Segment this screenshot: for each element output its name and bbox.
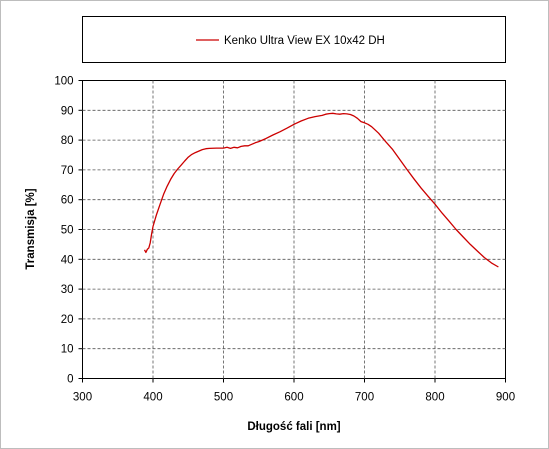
y-tick-label: 0 (67, 374, 73, 386)
x-tick-label: 500 (214, 392, 233, 404)
y-tick-label: 10 (61, 344, 74, 356)
x-tick-label: 900 (496, 392, 515, 404)
x-axis-title: Długość fali [nm] (247, 421, 340, 433)
y-tick-label: 60 (61, 195, 74, 207)
legend: Kenko Ultra View EX 10x42 DH (82, 16, 506, 63)
y-tick-label: 80 (61, 135, 74, 147)
y-tick-label: 100 (54, 76, 73, 88)
x-tick-label: 700 (355, 392, 374, 404)
x-tick-label: 400 (143, 392, 162, 404)
y-tick-label: 50 (61, 225, 74, 237)
y-tick-label: 30 (61, 284, 74, 296)
y-axis: 0 10 20 30 40 50 60 70 80 90 100 (54, 76, 83, 386)
legend-label: Kenko Ultra View EX 10x42 DH (224, 35, 385, 47)
y-tick-label: 90 (61, 105, 74, 117)
series-group (143, 112, 499, 268)
x-axis: 300 400 500 600 700 800 900 (73, 378, 515, 404)
x-tick-label: 800 (425, 392, 444, 404)
legend-box (82, 16, 506, 63)
y-axis-title: Transmisja [%] (25, 188, 37, 269)
x-tick-label: 600 (284, 392, 303, 404)
x-tick-label: 300 (73, 392, 92, 404)
y-tick-label: 40 (61, 254, 74, 266)
y-tick-label: 20 (61, 314, 74, 326)
series-line (143, 112, 499, 268)
y-tick-label: 70 (61, 165, 74, 177)
